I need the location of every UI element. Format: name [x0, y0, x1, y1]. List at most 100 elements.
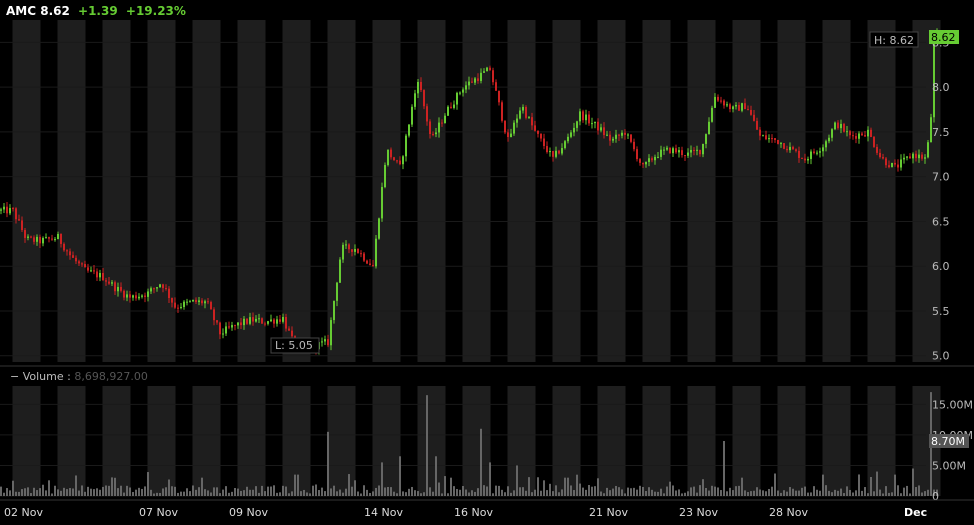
volume-bar [819, 490, 821, 496]
volume-bar [375, 487, 377, 496]
candle-body [168, 288, 170, 299]
candle-body [339, 259, 341, 283]
candle-body [183, 301, 185, 307]
candle-body [645, 161, 647, 165]
price-tick-label: 5.0 [932, 350, 950, 363]
volume-bar [384, 487, 386, 496]
candle-body [723, 100, 725, 106]
candle-body [84, 264, 86, 268]
volume-bar [750, 491, 752, 496]
candle-body [498, 90, 500, 103]
volume-bar [618, 487, 620, 496]
candle-body [45, 237, 47, 239]
candle-body [861, 133, 863, 136]
candle-body [207, 301, 209, 303]
volume-bar [108, 485, 110, 496]
session-band-price [462, 20, 491, 362]
candle-body [162, 284, 164, 289]
candle-body [639, 159, 641, 163]
candle-body [414, 93, 416, 107]
volume-bars[interactable] [0, 392, 938, 496]
candle-body [165, 288, 167, 290]
volume-bar [747, 492, 749, 496]
volume-bar [96, 488, 98, 496]
session-band-price [867, 20, 896, 362]
candle-body [684, 155, 686, 157]
volume-bar [411, 486, 413, 496]
volume-bar [315, 484, 317, 496]
session-band-volume [462, 386, 491, 496]
volume-bar [105, 485, 107, 496]
candle-body [27, 236, 29, 238]
session-band-volume [687, 386, 716, 496]
volume-bar [117, 488, 119, 496]
candle-body [513, 122, 515, 134]
candle-body [447, 106, 449, 116]
collapse-icon[interactable]: − [10, 370, 20, 383]
volume-bar [570, 485, 572, 496]
candle-body [96, 271, 98, 278]
volume-bar [672, 485, 674, 496]
candle-body [66, 250, 68, 252]
volume-bar [423, 492, 425, 496]
volume-bar [936, 489, 938, 496]
candle-body [192, 299, 194, 302]
price-axis: 5.05.56.06.57.07.58.08.5 [932, 36, 950, 362]
candle-body [747, 109, 749, 111]
candle-body [606, 134, 608, 136]
volume-bar [18, 491, 20, 496]
candle-body [735, 105, 737, 107]
candle-body [435, 132, 437, 135]
candle-body [72, 255, 74, 258]
candle-body [762, 135, 764, 137]
candle-body [849, 131, 851, 136]
volume-bar [735, 486, 737, 496]
candle-body [585, 114, 587, 121]
candle-body [576, 121, 578, 128]
volume-bar [303, 489, 305, 496]
volume-bar [876, 471, 878, 496]
candle-body [702, 143, 704, 155]
candle-body [69, 251, 71, 256]
volume-bar [915, 487, 917, 496]
price-tick-label: 7.5 [932, 126, 950, 139]
candle-body [156, 287, 158, 289]
candle-body [78, 261, 80, 264]
volume-bar [120, 485, 122, 496]
volume-bar [225, 486, 227, 496]
volume-bar [54, 485, 56, 496]
candle-body [417, 81, 419, 94]
volume-bar [843, 493, 845, 496]
candle-body [795, 149, 797, 151]
volume-bar [69, 488, 71, 496]
candle-body [459, 92, 461, 94]
candle-body [195, 299, 197, 303]
volume-bar [564, 477, 566, 496]
volume-bar [477, 488, 479, 496]
price-tick-label: 6.0 [932, 260, 950, 273]
candle-body [504, 120, 506, 133]
last-volume-badge: 8.70M [929, 434, 969, 448]
candle-body [381, 187, 383, 219]
candle-body [600, 127, 602, 131]
candle-body [774, 138, 776, 140]
price-candles[interactable] [0, 28, 938, 355]
candle-body [807, 158, 809, 161]
candle-body [531, 117, 533, 126]
volume-bar [846, 486, 848, 496]
volume-bar [657, 491, 659, 496]
candle-body [624, 132, 626, 135]
candle-body [819, 151, 821, 153]
candle-body [57, 233, 59, 240]
candle-body [582, 111, 584, 121]
candle-body [906, 156, 908, 158]
volume-bar [6, 488, 8, 496]
candle-body [150, 288, 152, 292]
candle-body [636, 149, 638, 160]
volume-bar [63, 487, 65, 496]
volume-bar [198, 487, 200, 496]
volume-bar [498, 485, 500, 496]
candle-body [444, 115, 446, 124]
candle-body [552, 151, 554, 157]
